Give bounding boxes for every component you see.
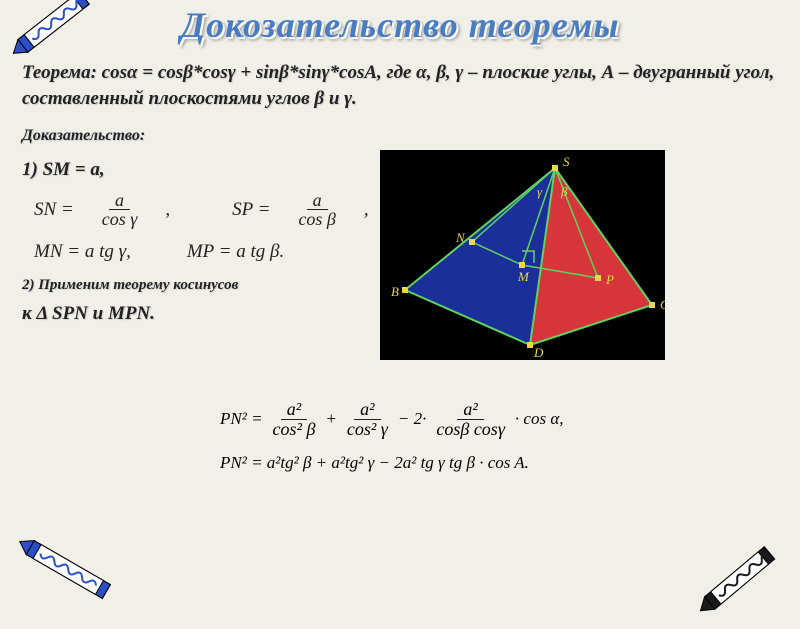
pn-f1-den: cos² β [267,420,322,439]
svg-text:B: B [391,284,399,299]
mp-eq: MP = a tg β. [187,239,284,265]
sn-tail: , [165,197,170,223]
pn-tail1: · cos α, [515,409,564,429]
sp-tail: , [364,197,369,223]
slide-title: Докозательство теоремы [0,4,800,46]
theorem-text: Теорема: cosα = cosβ*cosγ + sinβ*sinγ*co… [22,60,778,111]
pn-f3: a²cosβ cosγ [430,400,511,439]
svg-text:N: N [455,230,466,245]
theorem-body: cosα = cosβ*cosγ + sinβ*sinγ*cosА, где α… [22,62,774,109]
sp-frac: a cos β [292,191,341,230]
sn-lhs: SN = [34,197,74,223]
pn-f1-num: a² [281,400,307,420]
sn-den: cos γ [96,210,144,229]
svg-text:S: S [563,154,570,169]
pn-f1: a²cos² β [267,400,322,439]
svg-text:γ: γ [537,184,543,199]
pn-f2-den: cos² γ [341,420,394,439]
pn-plus: + [325,409,336,429]
pn-f2: a²cos² γ [341,400,394,439]
diagram-svg: S B D C M N Pγ β [380,150,665,360]
geometry-diagram: S B D C M N Pγ β [380,150,665,360]
pn-f2-num: a² [354,400,380,420]
svg-text:P: P [605,272,614,287]
sp-num: a [307,191,328,211]
crayon-bottom-right-icon [689,529,798,629]
mn-eq: MN = a tg γ, [34,239,131,265]
pn-f3-den: cosβ cosγ [430,420,511,439]
svg-text:M: M [517,269,530,284]
svg-text:D: D [533,345,544,360]
sn-frac: a cos γ [96,191,144,230]
pn-line1: PN² = a²cos² β + a²cos² γ − 2· a²cosβ co… [220,400,564,439]
sn-num: a [109,191,130,211]
proof-label: Доказательство: [22,125,778,147]
sp-lhs: SP = [232,197,270,223]
pn-f3-num: a² [457,400,483,420]
svg-text:C: C [660,297,665,312]
pn-minus: − 2· [398,409,426,429]
pn-lhs: PN² = [220,409,263,429]
crayon-bottom-left-icon [6,527,130,622]
pn-equations: PN² = a²cos² β + a²cos² γ − 2· a²cosβ co… [220,400,564,473]
sp-den: cos β [292,210,341,229]
svg-text:β: β [560,184,568,199]
pn-line2: PN² = a²tg² β + a²tg² γ − 2a² tg γ tg β … [220,453,564,473]
